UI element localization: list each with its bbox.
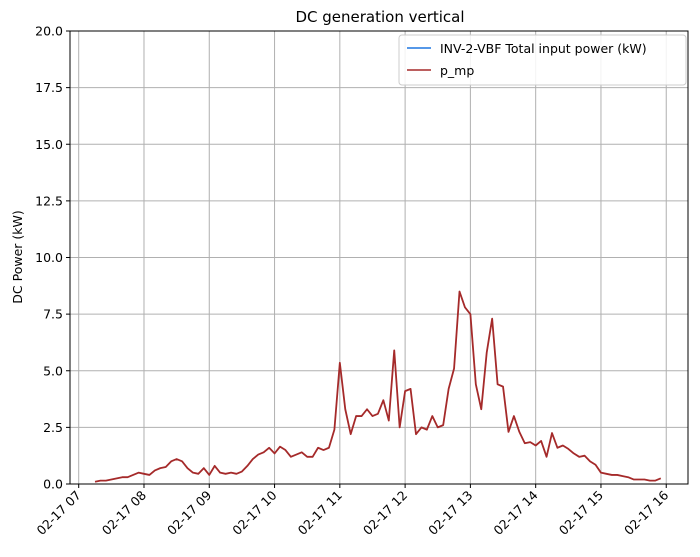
legend-label-series-1: INV-2-VBF Total input power (kW) [440, 41, 647, 56]
y-axis-ticks: 0.0 2.5 5.0 7.5 10.0 12.5 15.0 17.5 20.0 [35, 24, 70, 492]
y-tick-label: 20.0 [35, 24, 63, 39]
y-tick-label: 7.5 [43, 307, 63, 322]
y-axis-label: DC Power (kW) [10, 210, 25, 303]
legend-label-series-2: p_mp [440, 63, 474, 78]
y-tick-label: 15.0 [35, 137, 63, 152]
y-tick-label: 12.5 [35, 193, 63, 208]
y-tick-label: 5.0 [43, 363, 63, 378]
y-tick-label: 17.5 [35, 80, 63, 95]
legend-box [398, 34, 687, 86]
chart-title: DC generation vertical [295, 8, 464, 26]
y-tick-label: 0.0 [43, 477, 63, 492]
legend: INV-2-VBF Total input power (kW) p_mp [398, 34, 687, 86]
series-layer [94, 290, 662, 483]
y-tick-label: 10.0 [35, 250, 63, 265]
series-line-2 [94, 290, 662, 483]
y-tick-label: 2.5 [43, 420, 63, 435]
